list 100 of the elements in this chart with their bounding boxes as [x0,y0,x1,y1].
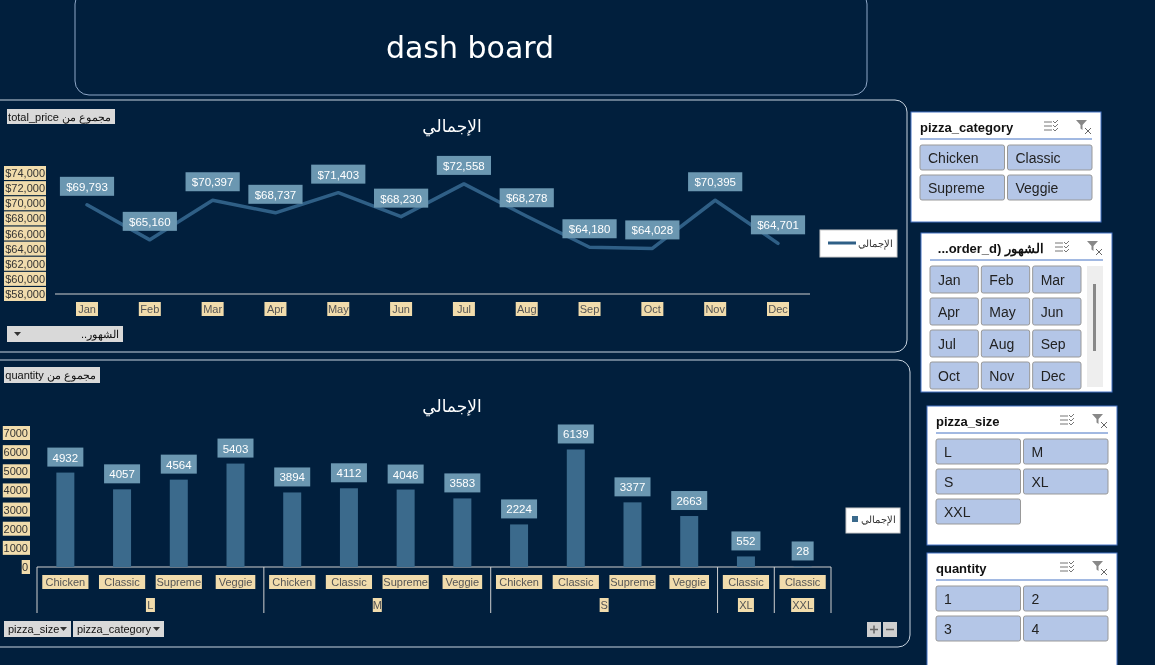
text: S [600,599,608,611]
data-label: 3583 [449,477,476,490]
x-tick-label: Nov [705,303,726,315]
y-tick-label: $58,000 [5,288,45,300]
text: Classic [1015,149,1061,166]
x-tick-label: Classic [104,576,141,588]
data-label: $64,028 [631,224,674,237]
y-tick-label: 7000 [3,427,28,439]
y-tick-label: 2000 [3,522,28,535]
y-tick-label: $62,000 [5,257,45,270]
text: مجموع من quantity [5,369,96,382]
data-label: $72,558 [443,159,485,172]
bar [283,492,302,567]
text: M [372,599,382,611]
legend-label: الإجمالي [861,514,896,526]
data-label: 4046 [392,468,419,481]
y-tick-label: $64,000 [5,242,45,255]
text: S [944,473,954,490]
data-label: 5403 [222,442,249,455]
bar [736,556,755,567]
y-tick-label: $74,000 [5,167,45,179]
text: L [944,443,952,460]
chart-title: الإجمالي [422,396,482,417]
text: Sep [1040,335,1066,352]
text: L [147,599,154,611]
bar [566,449,585,567]
x-tick-label: Aug [516,303,537,315]
data-label: $68,230 [380,192,422,205]
text: مجموع من total_price [8,111,111,124]
x-tick-label: Supreme [156,576,202,588]
data-label: $68,737 [254,188,297,201]
text: 2 [1031,590,1040,607]
text: XXL [792,599,814,611]
y-tick-label: $68,000 [5,212,45,225]
text: Oct [938,367,960,384]
data-label: 4564 [165,458,193,471]
data-label: $64,180 [568,223,611,236]
x-tick-label: Classic [784,576,821,588]
bar [113,489,132,567]
x-tick-label: Jul [456,303,471,315]
y-tick-label: 3000 [3,503,28,516]
text: 3 [944,620,952,637]
data-label: 4112 [336,467,362,480]
data-label: 4057 [109,468,135,481]
text: XL [1031,473,1049,490]
legend-label: الإجمالي [858,238,893,250]
data-label: 2224 [506,503,533,516]
text: الشهور (order_d... [937,241,1044,257]
bar [339,488,358,567]
y-tick-label: 5000 [3,465,28,478]
text: quantity [936,561,988,576]
text: XXL [944,503,971,520]
data-label: 6139 [562,428,589,441]
bar [56,472,75,567]
text: Veggie [1015,179,1059,196]
data-label: $68,278 [505,192,548,205]
text: Jan [938,271,961,288]
x-tick-label: Classic [728,576,765,588]
x-tick-label: Veggie [218,576,253,588]
text: Jul [938,335,956,352]
text: dash board [385,30,555,65]
text: 4 [1031,620,1040,637]
y-tick-label: $72,000 [5,182,45,195]
text: الشهور.. [80,328,119,341]
data-label: $70,395 [694,176,736,189]
chart-title: الإجمالي [422,116,482,137]
x-tick-label: Supreme [383,576,428,588]
data-label: $70,397 [191,176,234,189]
y-tick-label: 0 [21,561,28,573]
bar [226,463,245,567]
bar [510,524,529,567]
x-tick-label: Oct [643,303,661,315]
x-tick-label: Chicken [499,576,539,588]
y-tick-label: $66,000 [5,227,45,240]
x-tick-label: Sep [579,303,600,315]
text: Mar [1040,271,1066,288]
text: Chicken [928,149,979,166]
x-tick-label: Jun [392,303,410,315]
text: pizza_category [77,623,152,635]
x-tick-label: Veggie [672,576,707,588]
data-label: $64,701 [757,219,799,232]
x-tick-label: Classic [558,576,595,588]
x-tick-label: Chicken [272,576,313,588]
text: M [1031,443,1044,460]
data-label: 3894 [279,471,306,484]
bar [680,516,699,567]
text: Feb [989,271,1014,288]
data-label: 4932 [52,451,79,464]
x-tick-label: Mar [203,303,223,315]
data-label: $65,160 [129,215,171,228]
y-tick-label: 4000 [3,484,28,497]
text: pizza_size [8,623,60,635]
bar [623,502,642,567]
x-tick-label: Classic [331,576,368,588]
text: Nov [989,367,1015,384]
text: pizza_category [920,120,1014,135]
y-tick-label: $60,000 [5,272,45,285]
y-tick-label: 1000 [3,541,28,554]
data-label: 3377 [619,481,646,494]
y-tick-label: $70,000 [5,197,45,210]
